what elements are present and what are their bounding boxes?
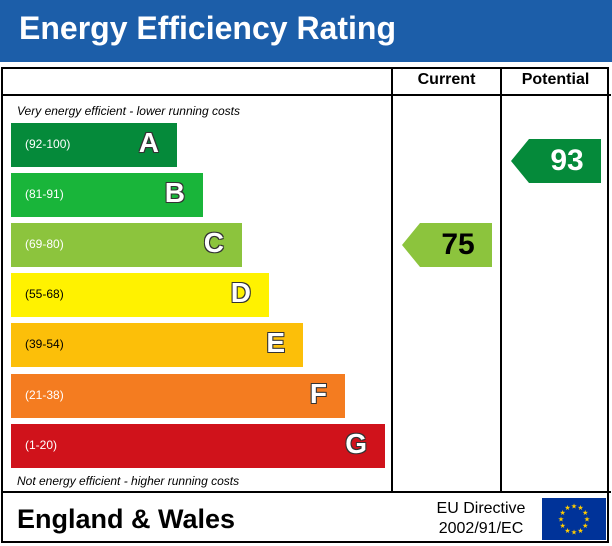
band-f-letter: F bbox=[309, 378, 327, 409]
page-title: Energy Efficiency Rating bbox=[19, 10, 396, 46]
eu-star-icon: ★ bbox=[584, 516, 590, 524]
band-a: (92-100) A bbox=[11, 123, 177, 167]
header-row-divider bbox=[1, 94, 611, 96]
band-g: (1-20) G bbox=[11, 424, 385, 468]
band-d: (55-68) D bbox=[11, 273, 269, 317]
eu-star-icon: ★ bbox=[560, 509, 566, 517]
band-b-letter: B bbox=[164, 177, 185, 208]
band-g-range: (1-20) bbox=[25, 438, 58, 452]
directive-line-1: EU Directive bbox=[436, 500, 526, 517]
band-e-range: (39-54) bbox=[25, 337, 64, 351]
band-e: (39-54) E bbox=[11, 323, 303, 367]
band-b-range: (81-91) bbox=[25, 187, 64, 201]
band-e-letter: E bbox=[266, 327, 285, 358]
header-bar: Energy Efficiency Rating bbox=[0, 0, 612, 62]
eu-star-icon: ★ bbox=[560, 522, 566, 530]
current-rating-arrow: 75 bbox=[402, 223, 492, 267]
eu-star-icon: ★ bbox=[582, 522, 588, 530]
band-g-letter: G bbox=[345, 428, 367, 459]
region-label: England & Wales bbox=[17, 504, 236, 534]
potential-column-header: Potential bbox=[521, 71, 590, 88]
column-divider-potential bbox=[500, 67, 502, 493]
column-divider-current bbox=[391, 67, 393, 493]
band-c-letter: C bbox=[203, 227, 224, 258]
band-a-letter: A bbox=[138, 127, 159, 158]
band-f-range: (21-38) bbox=[25, 388, 64, 402]
band-a-range: (92-100) bbox=[25, 137, 71, 151]
band-c: (69-80) C bbox=[11, 223, 242, 267]
eu-star-icon: ★ bbox=[577, 504, 583, 512]
footer-divider bbox=[1, 491, 611, 493]
current-rating-value: 75 bbox=[441, 228, 475, 261]
band-b: (81-91) B bbox=[11, 173, 203, 217]
eu-star-icon: ★ bbox=[564, 527, 570, 535]
current-column-header: Current bbox=[417, 71, 476, 88]
rating-table bbox=[1, 67, 609, 543]
eu-star-icon: ★ bbox=[577, 527, 583, 535]
eu-star-icon: ★ bbox=[564, 504, 570, 512]
band-d-range: (55-68) bbox=[25, 287, 64, 301]
band-f: (21-38) F bbox=[11, 374, 345, 418]
eu-flag-icon: ★ ★ ★ ★ ★ ★ ★ ★ ★ ★ ★ ★ bbox=[542, 498, 606, 540]
eu-star-icon: ★ bbox=[558, 516, 564, 524]
band-d-letter: D bbox=[230, 277, 251, 308]
directive-line-2: 2002/91/EC bbox=[438, 520, 524, 537]
eu-star-icon: ★ bbox=[582, 509, 588, 517]
eu-star-icon: ★ bbox=[571, 529, 577, 537]
note-inefficient: Not energy efficient - higher running co… bbox=[17, 474, 240, 488]
potential-rating-arrow: 93 bbox=[511, 139, 601, 183]
note-efficient: Very energy efficient - lower running co… bbox=[17, 104, 240, 118]
eu-star-icon: ★ bbox=[571, 503, 577, 511]
band-c-range: (69-80) bbox=[25, 237, 64, 251]
potential-rating-value: 93 bbox=[550, 144, 584, 177]
